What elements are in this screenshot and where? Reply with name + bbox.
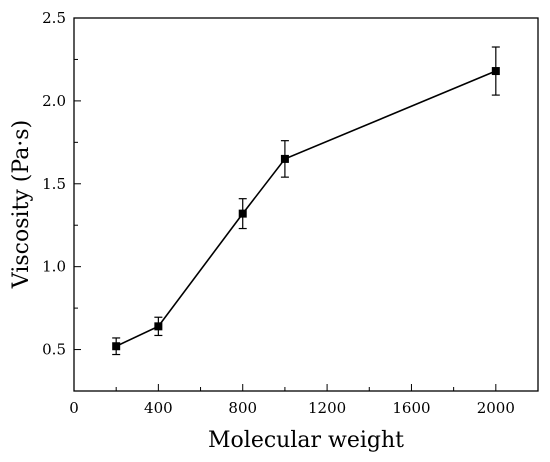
y-tick-label: 2.0 <box>42 92 66 110</box>
x-axis-title: Molecular weight <box>208 428 404 453</box>
x-tick-label: 1600 <box>392 399 430 417</box>
x-tick-label: 400 <box>144 399 173 417</box>
y-tick-label: 1.5 <box>42 175 66 193</box>
data-point-marker <box>491 67 500 76</box>
y-tick-label: 0.5 <box>42 341 66 359</box>
y-axis-ticks: 0.5 1.0 1.5 2.0 2.5 <box>42 9 81 359</box>
y-tick-label: 2.5 <box>42 9 66 27</box>
series-layer <box>112 46 500 356</box>
x-tick-label: 2000 <box>477 399 515 417</box>
plot-frame <box>73 17 539 392</box>
x-tick-label: 1200 <box>308 399 346 417</box>
x-tick-label: 0 <box>69 399 79 417</box>
y-axis-title: Viscosity (Pa·s) <box>9 120 34 289</box>
x-axis-ticks: 0 400 800 1200 1600 2000 <box>69 384 515 417</box>
series-line <box>115 70 497 347</box>
data-point-marker <box>280 154 289 163</box>
x-tick-label: 800 <box>228 399 257 417</box>
data-point-marker <box>238 209 247 218</box>
data-point-marker <box>154 322 163 331</box>
y-tick-label: 1.0 <box>42 258 66 276</box>
data-point-marker <box>112 342 121 351</box>
